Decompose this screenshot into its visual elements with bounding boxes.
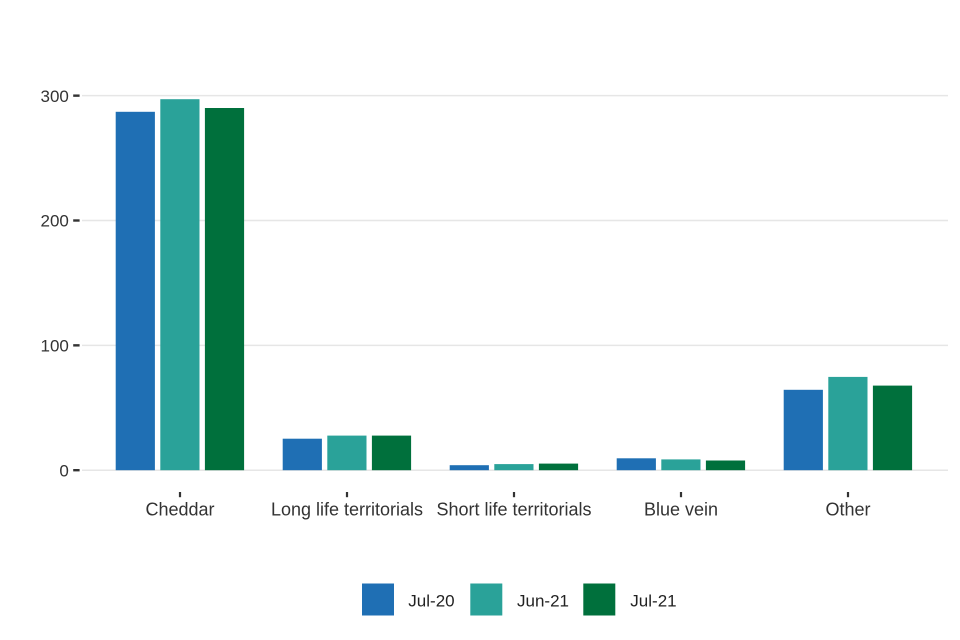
svg-text:Jul-21: Jul-21 — [630, 591, 676, 610]
svg-text:Blue vein: Blue vein — [644, 500, 718, 520]
svg-text:0: 0 — [59, 461, 68, 480]
svg-text:100: 100 — [41, 337, 69, 356]
svg-text:Cheddar: Cheddar — [145, 500, 214, 520]
svg-text:Long life territorials: Long life territorials — [271, 500, 423, 520]
svg-text:Other: Other — [825, 500, 870, 520]
svg-text:200: 200 — [41, 212, 69, 231]
svg-text:300: 300 — [41, 87, 69, 106]
svg-text:Jun-21: Jun-21 — [517, 591, 569, 610]
svg-text:Jul-20: Jul-20 — [408, 591, 454, 610]
svg-text:Short life territorials: Short life territorials — [436, 500, 591, 520]
